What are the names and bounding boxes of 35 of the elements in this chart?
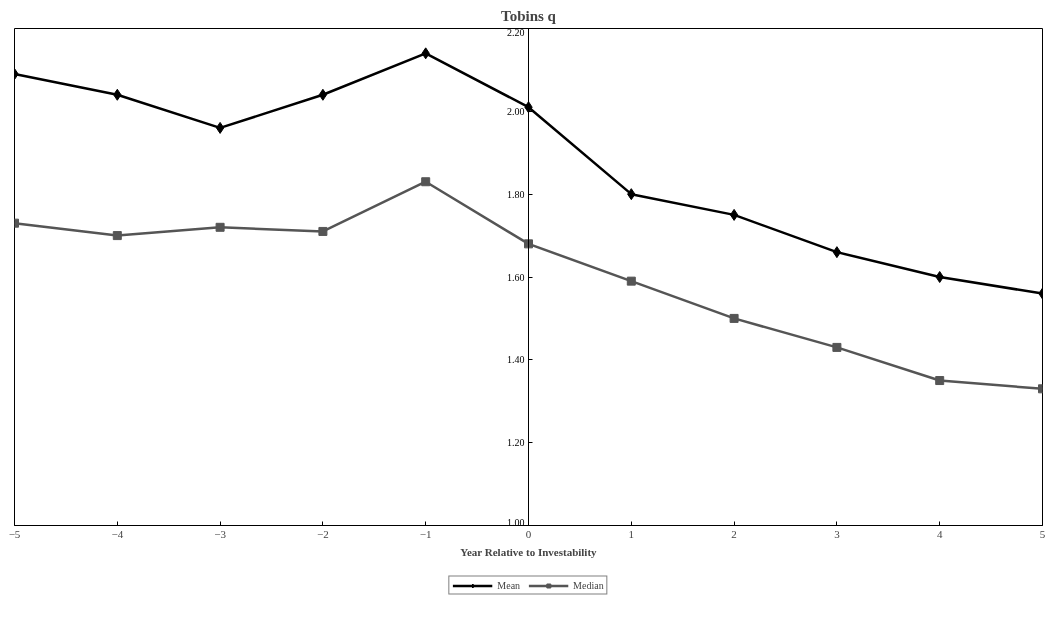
x-tick-label: 1 bbox=[628, 527, 635, 540]
x-tick-label: 4 bbox=[936, 527, 943, 540]
point bbox=[318, 226, 328, 236]
y-tick-label: 1.80 bbox=[507, 188, 525, 200]
x-tick-label: −2 bbox=[317, 527, 329, 540]
point bbox=[215, 121, 225, 134]
point bbox=[215, 222, 225, 232]
x-tick-label: 2 bbox=[731, 527, 737, 540]
point bbox=[729, 208, 739, 221]
x-tick-label: 0 bbox=[525, 527, 532, 540]
point bbox=[626, 276, 636, 286]
legend-label: Mean bbox=[497, 579, 521, 591]
point bbox=[524, 239, 533, 249]
x-axis-title: Year Relative to Investability bbox=[460, 545, 598, 558]
point bbox=[935, 271, 944, 283]
x-tick-label: −4 bbox=[111, 527, 124, 540]
point bbox=[935, 376, 945, 386]
point bbox=[112, 231, 122, 241]
y-tick-label: 2.00 bbox=[507, 105, 525, 117]
point bbox=[832, 246, 842, 259]
chart-title: Tobins q bbox=[501, 7, 557, 24]
x-tick-label: 5 bbox=[1039, 527, 1046, 540]
y-tick-label: 1.60 bbox=[507, 271, 525, 283]
y-tick-label: 1.40 bbox=[507, 354, 525, 366]
y-tick-label: 2.20 bbox=[507, 26, 525, 38]
x-tick-label: −5 bbox=[8, 527, 21, 540]
x-tick-label: 3 bbox=[834, 527, 841, 540]
legend-label: Median bbox=[573, 579, 604, 591]
point bbox=[832, 342, 842, 352]
x-tick-label: −3 bbox=[214, 527, 227, 540]
point bbox=[421, 177, 431, 187]
x-tick-label: −1 bbox=[419, 527, 432, 540]
point bbox=[729, 313, 739, 323]
point bbox=[318, 88, 328, 101]
y-tick-label: 1.20 bbox=[507, 437, 525, 449]
